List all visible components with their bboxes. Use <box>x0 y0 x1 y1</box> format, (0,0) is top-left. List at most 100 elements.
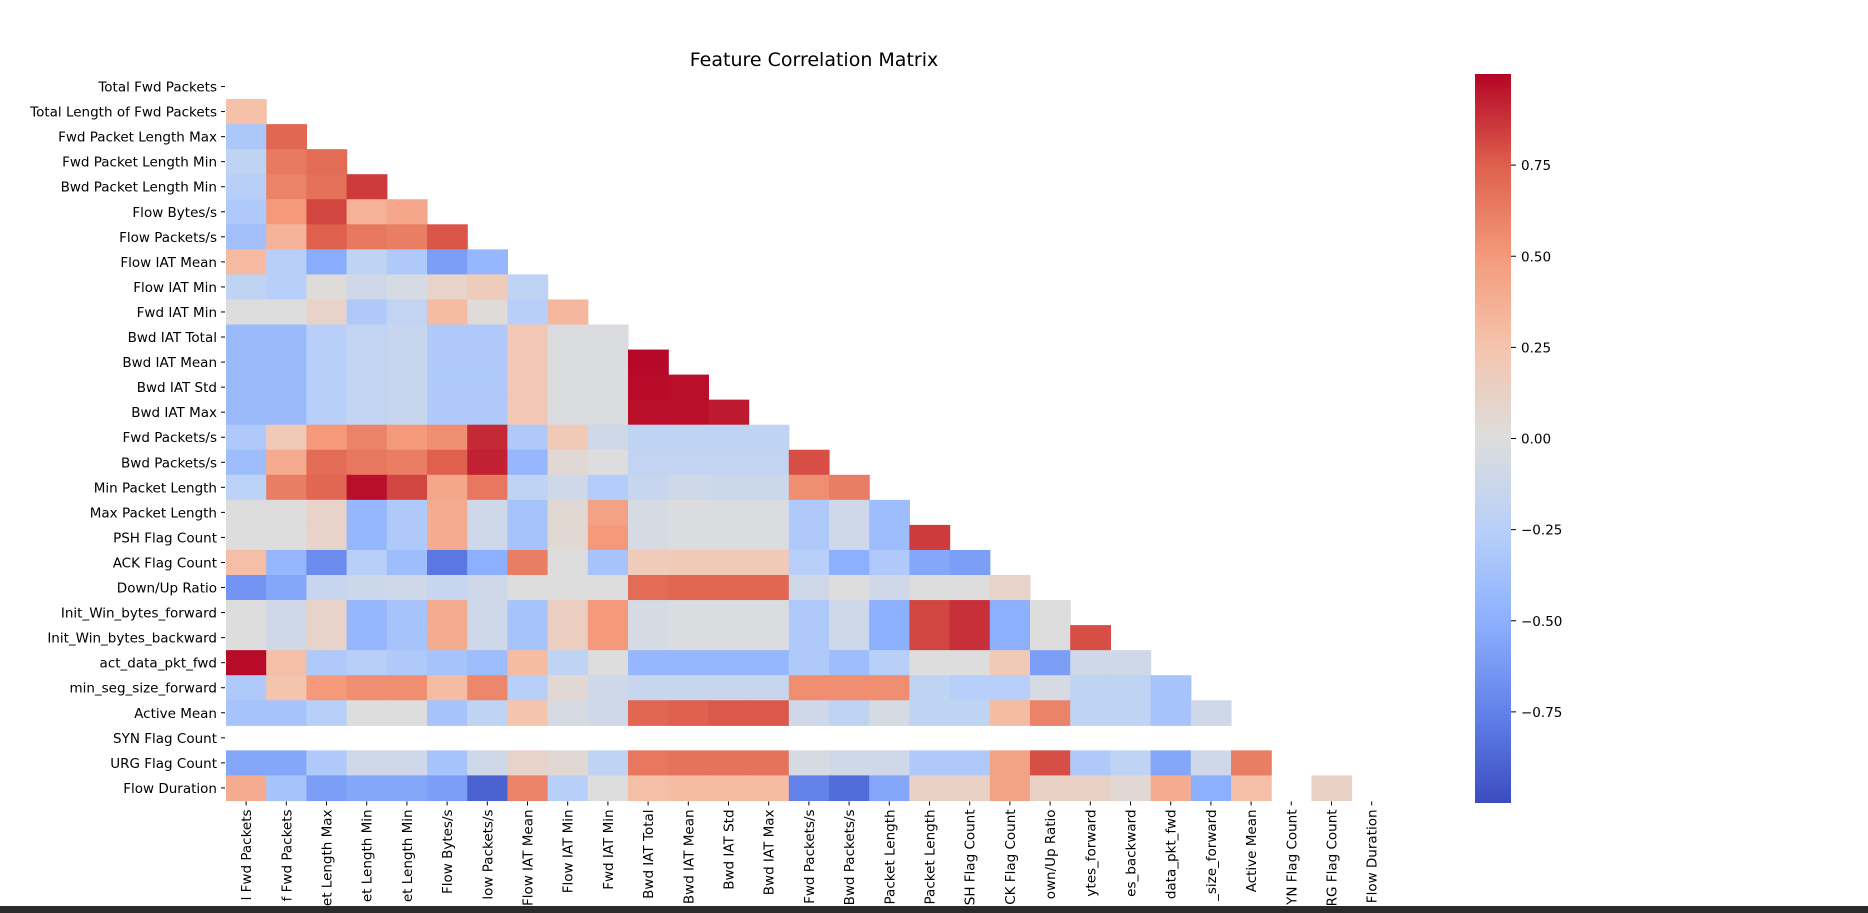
heatmap-cell <box>266 600 307 626</box>
heatmap-cell <box>869 549 910 576</box>
heatmap-cell <box>1110 750 1152 776</box>
heatmap-cell <box>386 775 428 802</box>
heatmap-cell <box>386 549 428 576</box>
heatmap-cell <box>587 449 629 476</box>
heatmap-cell <box>668 449 709 476</box>
heatmap-cell <box>708 524 750 551</box>
column-tick-label: low Packets/s <box>480 809 496 899</box>
colorbar-tick-label: 0.75 <box>1521 158 1551 174</box>
heatmap-cell <box>386 650 428 676</box>
heatmap-cell <box>547 299 589 326</box>
heatmap-cell <box>547 474 589 501</box>
heatmap-cell <box>587 349 629 376</box>
heatmap-cell <box>226 374 267 401</box>
heatmap-cell <box>949 625 991 651</box>
heatmap-cell <box>829 549 870 576</box>
heatmap-cell <box>266 650 307 676</box>
heatmap-cell <box>266 399 307 426</box>
heatmap-cell <box>467 374 508 401</box>
heatmap-cell <box>748 750 790 776</box>
heatmap-cell <box>1070 750 1111 776</box>
heatmap-cell <box>386 374 428 401</box>
heatmap-cell <box>346 274 388 301</box>
heatmap-cell <box>306 224 348 250</box>
heatmap-cell <box>226 299 267 326</box>
heatmap-cell <box>547 499 589 526</box>
heatmap-cell <box>467 399 508 426</box>
colorbar-tick-label: 0.50 <box>1521 249 1551 265</box>
heatmap-cell <box>427 549 468 576</box>
heatmap-cell <box>306 374 348 401</box>
heatmap-cell <box>507 324 549 351</box>
heatmap-cell <box>266 374 307 401</box>
heatmap-cell <box>1070 700 1111 726</box>
heatmap-cell <box>1150 750 1192 776</box>
heatmap-cell <box>427 524 468 551</box>
heatmap-cell <box>427 474 468 501</box>
heatmap-cell <box>467 524 508 551</box>
column-tick-label: Flow Duration <box>1365 809 1381 903</box>
heatmap-cell <box>467 499 508 526</box>
heatmap-cell <box>386 499 428 526</box>
heatmap-cell <box>587 575 629 601</box>
heatmap-cell <box>266 775 307 802</box>
row-tick-label: ACK Flag Count <box>113 555 217 571</box>
heatmap-cell <box>628 524 669 551</box>
heatmap-cell <box>306 174 348 200</box>
heatmap-cell <box>1070 625 1111 651</box>
heatmap-cell <box>668 625 709 651</box>
heatmap-cell <box>788 575 830 601</box>
column-tick-label: Flow Bytes/s <box>440 809 456 894</box>
heatmap-cell <box>507 625 549 651</box>
heatmap-cell <box>226 524 267 551</box>
heatmap-cell <box>346 675 388 701</box>
heatmap-cell <box>1070 775 1111 802</box>
row-tick-label: Total Fwd Packets <box>97 80 217 96</box>
heatmap-cell <box>788 499 830 526</box>
heatmap-cell <box>949 775 991 802</box>
heatmap-cell <box>1190 775 1232 802</box>
heatmap-cell <box>708 499 750 526</box>
heatmap-cell <box>628 750 669 776</box>
heatmap-cell <box>1150 775 1192 802</box>
heatmap-cell <box>788 750 830 776</box>
heatmap-cell <box>226 499 267 526</box>
heatmap-cell <box>226 549 267 576</box>
heatmap-cell <box>306 449 348 476</box>
heatmap-cell <box>386 750 428 776</box>
heatmap-cell <box>547 349 589 376</box>
column-tick-label: Packet Length <box>882 809 898 904</box>
heatmap-cell <box>386 474 428 501</box>
column-tick-label: l Fwd Packets <box>239 809 255 900</box>
row-tick-label: Bwd IAT Mean <box>122 355 217 371</box>
heatmap-cell <box>427 650 468 676</box>
chart-title: Feature Correlation Matrix <box>690 49 938 71</box>
heatmap-cell <box>788 474 830 501</box>
heatmap-cell <box>427 399 468 426</box>
heatmap-cell <box>306 149 348 175</box>
row-tick-label: Fwd Packet Length Min <box>62 155 217 171</box>
heatmap-cell <box>467 549 508 576</box>
heatmap-cell <box>587 474 629 501</box>
heatmap-cell <box>306 524 348 551</box>
heatmap-cell <box>668 700 709 726</box>
heatmap-cell <box>266 324 307 351</box>
heatmap-cell <box>427 499 468 526</box>
row-tick-label: Max Packet Length <box>90 505 217 521</box>
heatmap-cell <box>467 625 508 651</box>
column-tick-label: ytes_forward <box>1083 809 1099 896</box>
row-tick-label: Bwd Packets/s <box>121 455 217 471</box>
heatmap-cell <box>467 600 508 626</box>
heatmap-cell <box>628 349 669 376</box>
heatmap-cell <box>708 449 750 476</box>
heatmap-cell <box>829 575 870 601</box>
heatmap-cell <box>266 625 307 651</box>
heatmap-cell <box>949 575 991 601</box>
heatmap-cell <box>467 650 508 676</box>
heatmap-cell <box>869 524 910 551</box>
heatmap-cell <box>346 349 388 376</box>
heatmap-cell <box>346 524 388 551</box>
row-tick-label: min_seg_size_forward <box>69 681 217 697</box>
column-tick-label: et Length Max <box>320 809 336 906</box>
heatmap-cell <box>869 499 910 526</box>
